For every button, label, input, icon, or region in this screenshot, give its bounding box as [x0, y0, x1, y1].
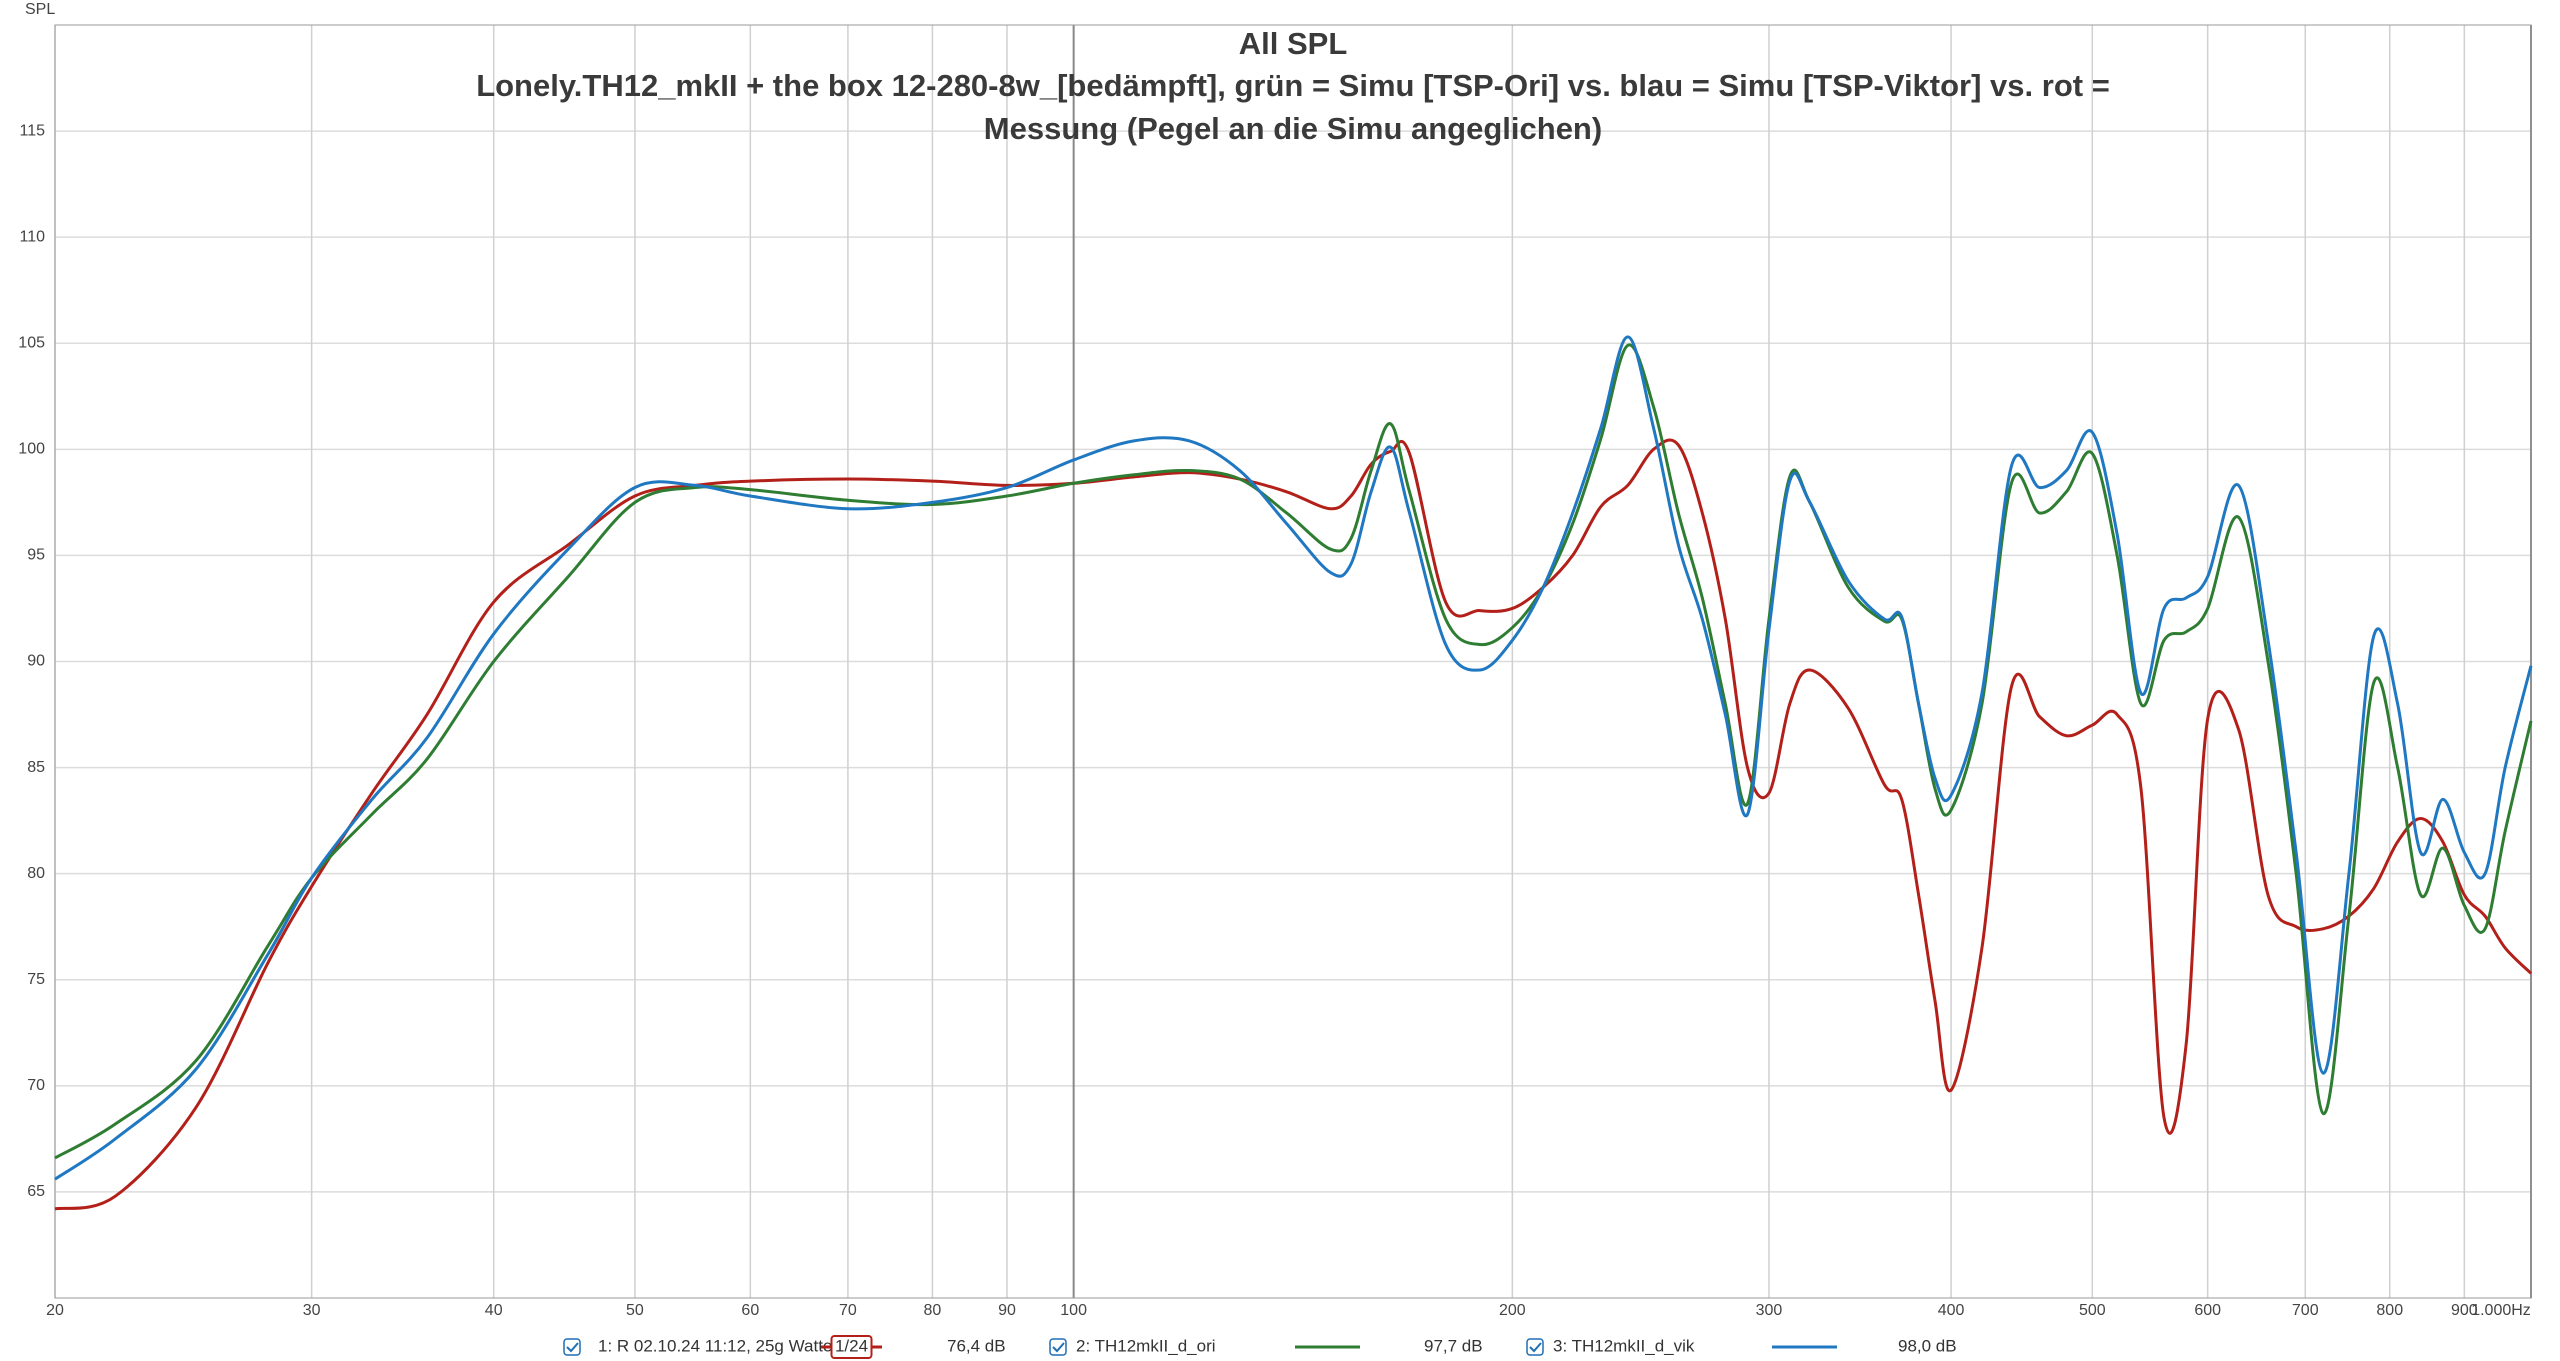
x-tick-label: 70	[839, 1302, 857, 1319]
y-tick-label: 100	[18, 441, 45, 458]
legend-level: 98,0 dB	[1898, 1336, 1957, 1355]
series-line	[54, 343, 2533, 1160]
legend-label: 1: R 02.10.24 11:12, 25g Watte	[598, 1336, 832, 1355]
legend-checkbox	[1049, 1338, 1067, 1356]
x-tick-label: 100	[1060, 1302, 1087, 1319]
legend-smoothing: 1/24	[835, 1336, 868, 1355]
y-tick-label: 115	[19, 122, 45, 139]
y-tick-label: 105	[18, 334, 45, 351]
y-tick-label: 85	[27, 759, 45, 776]
x-tick-label: 20	[46, 1302, 64, 1319]
chart-subtitle: Lonely.TH12_mkII + the box 12-280-8w_[be…	[476, 68, 2110, 103]
x-tick-label: 400	[1938, 1302, 1965, 1319]
legend-label: 2: TH12mkII_d_ori	[1076, 1336, 1216, 1355]
y-axis-label: SPL	[25, 1, 55, 18]
chart-subtitle: Messung (Pegel an die Simu angeglichen)	[984, 111, 1602, 146]
x-tick-label: 600	[2194, 1302, 2221, 1319]
y-tick-label: 90	[27, 653, 45, 670]
legend-level: 97,7 dB	[1424, 1336, 1483, 1355]
legend-check	[1529, 1342, 1542, 1353]
x-tick-label: 1.000Hz	[2471, 1302, 2531, 1319]
x-tick-label: 800	[2376, 1302, 2403, 1319]
x-tick-label: 500	[2079, 1302, 2106, 1319]
legend-check	[566, 1342, 579, 1353]
legend-checkbox	[1526, 1338, 1544, 1356]
x-tick-label: 200	[1499, 1302, 1526, 1319]
plot-frame	[54, 24, 2532, 1299]
x-tick-label: 700	[2292, 1302, 2319, 1319]
x-tick-label: 300	[1756, 1302, 1783, 1319]
y-tick-label: 110	[19, 228, 45, 245]
series-line	[54, 438, 2533, 1211]
y-tick-label: 75	[27, 971, 45, 988]
legend-level: 76,4 dB	[947, 1336, 1006, 1355]
x-tick-label: 900	[2451, 1302, 2478, 1319]
x-tick-label: 90	[998, 1302, 1016, 1319]
series-line	[54, 335, 2533, 1181]
legend-smoothing-box	[830, 1335, 873, 1359]
legend-checkbox	[563, 1338, 581, 1356]
x-tick-label: 80	[924, 1302, 942, 1319]
legend-check	[1052, 1342, 1065, 1353]
x-tick-label: 60	[741, 1302, 759, 1319]
y-tick-label: 65	[27, 1183, 45, 1200]
legend-label: 3: TH12mkII_d_vik	[1553, 1336, 1695, 1355]
chart-title: All SPL	[1239, 26, 1348, 61]
x-tick-label: 40	[485, 1302, 503, 1319]
x-tick-label: 50	[626, 1302, 644, 1319]
x-tick-label: 30	[303, 1302, 321, 1319]
y-tick-label: 95	[27, 547, 45, 564]
y-tick-label: 80	[27, 865, 45, 882]
y-tick-label: 70	[27, 1077, 45, 1094]
